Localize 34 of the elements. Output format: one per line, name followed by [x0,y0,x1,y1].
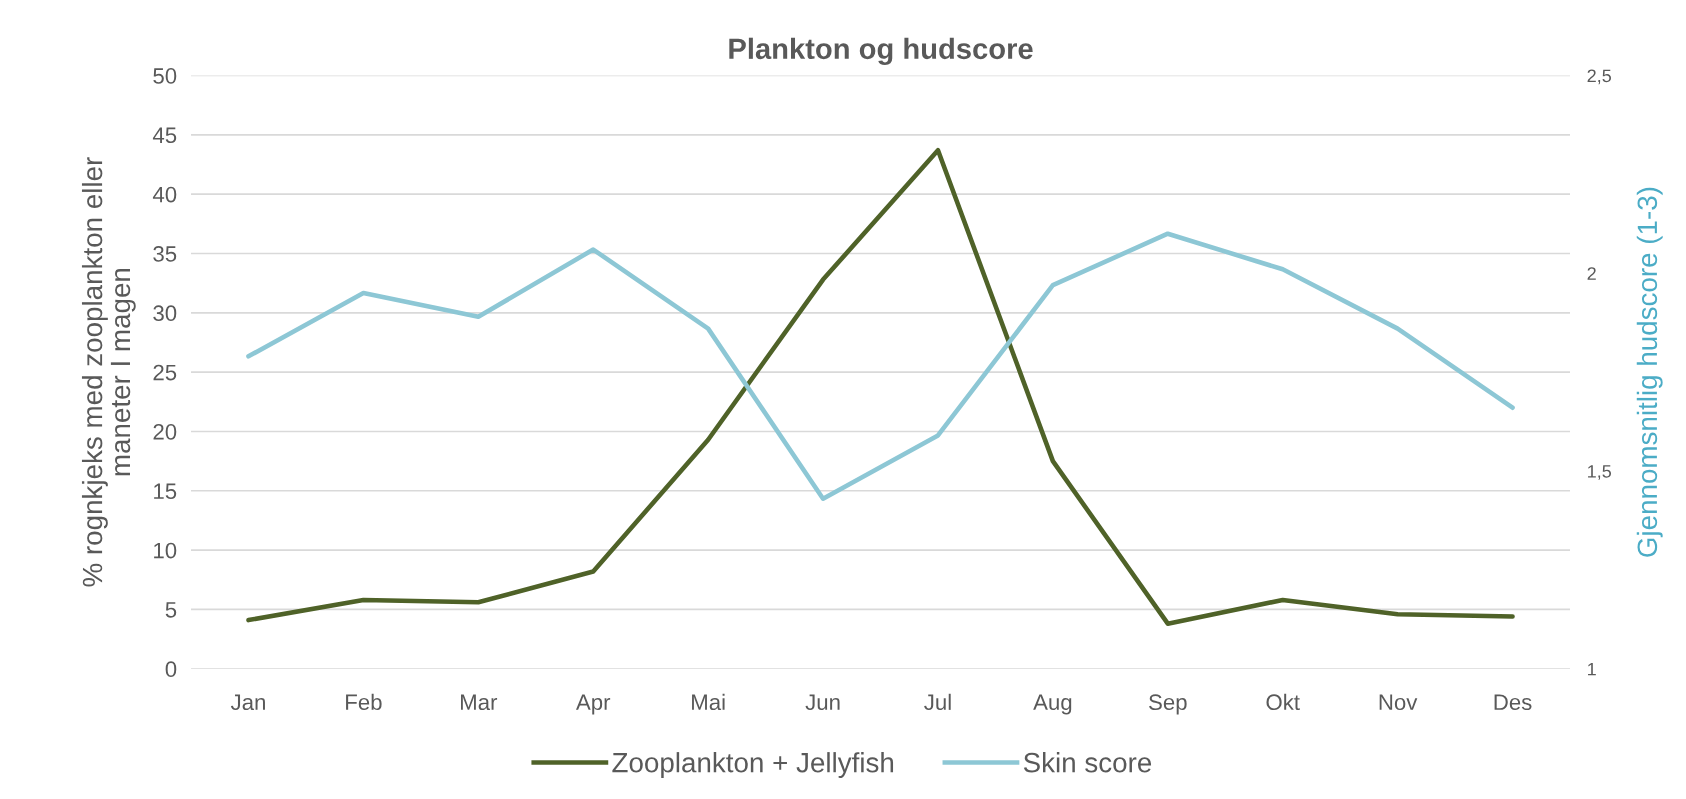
y2-tick-label: 2 [1587,267,1596,280]
x-tick-label: Mar [461,694,498,711]
x-tick-label: Apr [575,694,611,715]
y-tick-label: 40 [152,186,177,203]
y-tick-label: 10 [154,542,177,559]
x-tick-label: Jan [230,694,265,711]
y-tick-label: 5 [165,602,177,618]
y-tick-label: 50 [153,68,177,84]
x-tick-label: Feb [346,693,382,711]
y2-tick-label: 2,5 [1587,69,1612,85]
x-tick-label: Sep [1149,694,1187,715]
y2-tick-label: 1 [1588,662,1596,676]
x-tick-label: Jun [805,694,840,711]
y-axis-title: % rognkjeks med zooplankton eller maneter I magen [81,157,136,587]
y-tick-label: 25 [153,364,177,381]
legend-label: Skin score [1023,752,1152,773]
line-series [246,147,1515,626]
y-tick-label: 0 [165,661,177,678]
line-series [246,231,1515,501]
x-tick-label: Mai [692,693,725,711]
y-tick-label: 45 [152,127,177,144]
y2-axis-title: Gjennomsnitlig hudscore (1-3) [1636,187,1663,557]
legend-label: Zooplankton + Jellyfish [612,752,894,778]
x-tick-label: Okt [1266,693,1300,711]
x-tick-label: Aug [1033,694,1072,715]
x-tick-label: Des [1494,694,1532,711]
y2-tick-label: 1,5 [1588,465,1612,480]
x-tick-label: Nov [1379,694,1418,711]
x-tick-label: Jul [924,693,951,711]
y-tick-label: 15 [154,483,177,500]
y-tick-label: 35 [153,246,177,262]
chart-title: Plankton og hudscore [729,37,1033,66]
y-tick-label: 20 [153,423,177,440]
y-tick-label: 30 [153,305,177,322]
